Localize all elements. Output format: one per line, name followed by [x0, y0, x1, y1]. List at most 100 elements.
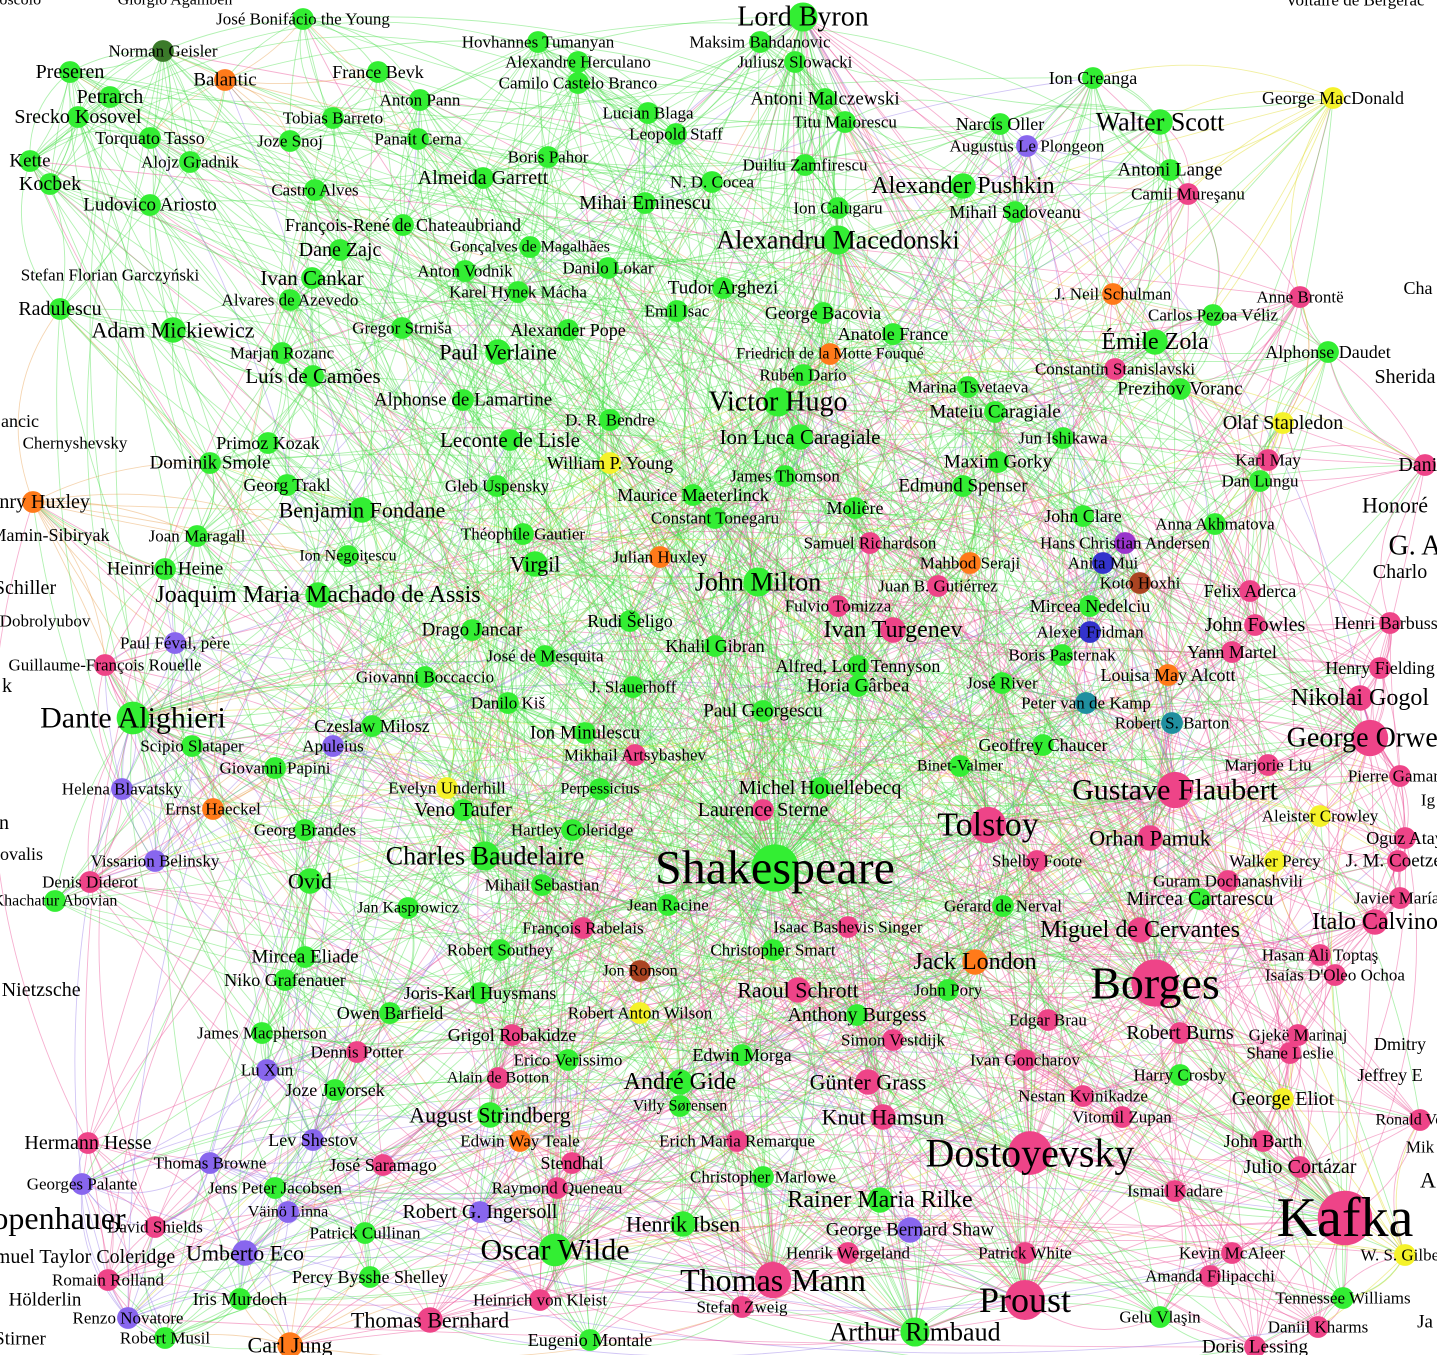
- node-rudi-seligo: [619, 610, 641, 632]
- label-felix-aderca: Felix Aderca: [1204, 581, 1296, 601]
- edge-2704: [1290, 97, 1334, 298]
- edge-583: [1289, 1052, 1310, 1168]
- edge-588: [802, 16, 1301, 1168]
- label-stefan-zweig: Stefan Zweig: [696, 1298, 788, 1317]
- edge-2996: [774, 867, 1301, 1168]
- edge-1006: [484, 855, 1161, 1318]
- edge-1964: [496, 239, 839, 487]
- label-lu-xun: Lu Xun: [241, 1061, 294, 1080]
- edge-2215: [121, 123, 1001, 790]
- edge-1759: [1254, 622, 1391, 626]
- edge-1302: [356, 77, 1094, 1053]
- edge-245: [339, 249, 976, 963]
- edge-1178: [209, 1069, 268, 1164]
- edge-1645: [786, 16, 1044, 746]
- edge-1761: [1389, 622, 1401, 777]
- edge-3017: [81, 867, 776, 1185]
- edge-873: [741, 523, 1216, 1056]
- label-anatole-france: Anatole France: [838, 324, 948, 344]
- label-tobias-barreto: Tobias Barreto: [283, 109, 383, 128]
- edge-1056: [269, 1211, 291, 1346]
- edge-1055: [164, 1333, 291, 1346]
- edge-1589: [484, 855, 1038, 919]
- label-henrik-wergeland: Henrik Wergeland: [786, 1244, 911, 1263]
- edge-1892: [854, 485, 964, 515]
- edge-643: [722, 239, 839, 289]
- edge-2688: [577, 82, 818, 1281]
- edge-1623: [1174, 761, 1401, 791]
- node-emil-isac: [666, 300, 688, 322]
- edge-3044: [267, 442, 776, 869]
- edge-2883: [289, 140, 1116, 370]
- edge-1277: [567, 1059, 580, 1164]
- label-kocbek: Kocbek: [19, 173, 81, 195]
- edge-2162: [371, 670, 1371, 739]
- edge-1744: [837, 239, 1091, 633]
- edge-2750: [675, 61, 796, 135]
- edge-2917: [644, 202, 1064, 439]
- edge-1732: [837, 239, 1063, 656]
- label-patrick-white: Patrick White: [978, 1244, 1072, 1263]
- edge-2760: [419, 41, 539, 101]
- edge-2006: [347, 555, 1176, 1192]
- label-heinrich-heine: Heinrich Heine: [107, 559, 224, 580]
- edge-1982: [522, 528, 661, 558]
- edge-202: [892, 169, 1171, 631]
- edge-2488: [1014, 211, 1173, 724]
- edge-1941: [609, 462, 1026, 1301]
- edge-2926: [1249, 459, 1272, 592]
- node-karl-may: [1257, 449, 1279, 471]
- edge-664: [598, 202, 774, 951]
- edge-803: [304, 956, 358, 1053]
- edge-652: [482, 177, 694, 496]
- edge-2134: [172, 535, 198, 644]
- edge-994: [191, 745, 1319, 1328]
- edge-2217: [121, 681, 1176, 791]
- edge-17: [599, 788, 1346, 1219]
- node-gerard-de-nerval: [992, 895, 1014, 917]
- label-joan-maragall: Joan Maragall: [149, 527, 246, 546]
- edge-1917: [522, 494, 694, 543]
- edge-1864: [937, 585, 1156, 984]
- edge-2718: [377, 71, 516, 1116]
- edge-1819: [777, 401, 1126, 544]
- edge-2457: [529, 246, 608, 1251]
- edge-2849: [1187, 193, 1301, 298]
- edge-477: [166, 375, 314, 1300]
- node-ion-luca-caragiale: [787, 424, 813, 450]
- label-dan-lungu: Dan Lungu: [1222, 472, 1299, 491]
- edge-2820: [49, 183, 1156, 984]
- edge-1183: [209, 789, 1176, 1164]
- edge-1958: [496, 462, 611, 493]
- node-alexander-pope: [557, 319, 579, 341]
- label-patrick-cullinan: Patrick Cullinan: [310, 1224, 421, 1243]
- label-stendhal: Stendhal: [541, 1153, 604, 1173]
- edge-2579: [289, 140, 1156, 984]
- label-olaf-stapledon: Olaf Stapledon: [1223, 412, 1344, 434]
- edge-464: [311, 277, 558, 1189]
- edge-2337: [496, 329, 569, 1251]
- label-j-neil-schulman: J. Neil Schulman: [1055, 285, 1172, 304]
- edge-379: [556, 837, 1151, 1189]
- node-julio-cortazar: [1289, 1156, 1311, 1178]
- label-alfred-lord-tennyson: Alfred, Lord Tennyson: [776, 656, 941, 676]
- edge-2343: [674, 181, 713, 312]
- edge-1543: [462, 809, 1399, 905]
- node-joan-maragall: [186, 525, 208, 547]
- edge-10: [774, 867, 1026, 1301]
- label-adam-mickiewicz: Adam Mickiewicz: [91, 318, 254, 343]
- label-david-shields: David Shields: [107, 1218, 203, 1237]
- edge-2267: [571, 665, 859, 831]
- node-drago-jancar: [461, 619, 483, 641]
- node-borges: [1131, 959, 1179, 1007]
- edge-2137: [174, 99, 421, 644]
- label-grigol-robakidze: Grigol Robakidze: [448, 1025, 576, 1045]
- edge-534: [244, 737, 1371, 1254]
- edge-2442: [289, 299, 403, 329]
- edge-1113: [107, 1134, 764, 1281]
- edge-1436: [947, 737, 1371, 991]
- edge-2507: [1026, 145, 1171, 179]
- edge-221: [317, 594, 426, 678]
- node-john-clare: [1072, 505, 1094, 527]
- edge-2117: [424, 676, 486, 857]
